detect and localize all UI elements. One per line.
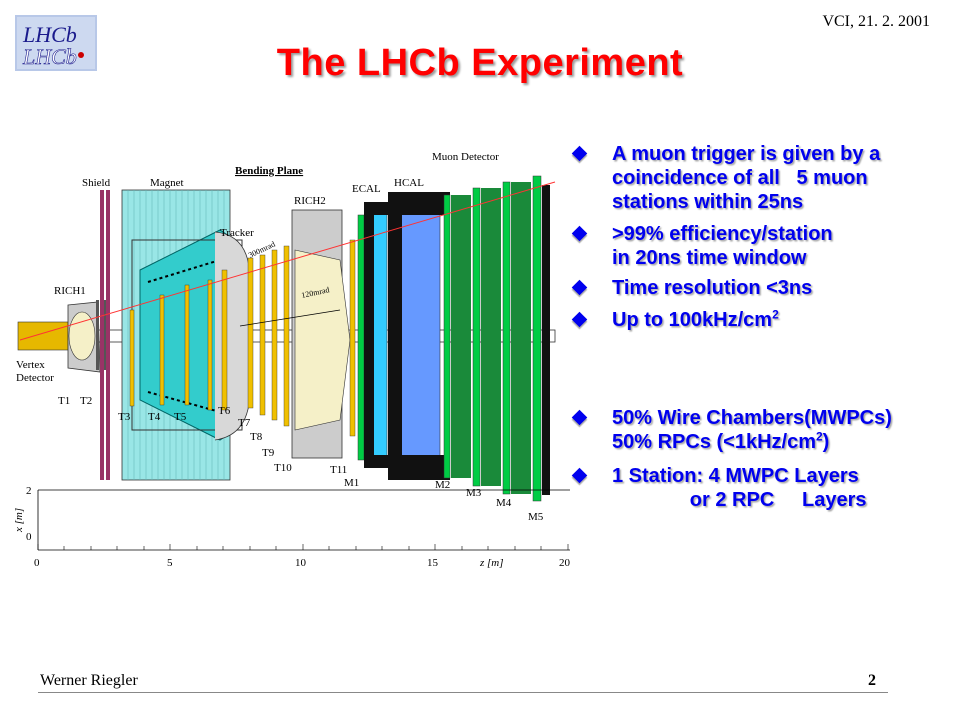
label-tracker: Tracker	[220, 227, 254, 239]
station-t2	[104, 300, 107, 370]
bullet-superscript: 2	[772, 307, 779, 322]
diamond-bullet-icon	[571, 409, 588, 426]
station-t5	[184, 284, 190, 406]
bullet-item: Up to 100kHz/cm2	[571, 308, 960, 332]
bullet-list: A muon trigger is given by a coincidence…	[571, 142, 960, 512]
label-m5: M5	[528, 511, 544, 523]
station-t1	[96, 300, 99, 370]
bullet-text: 50% Wire Chambers(MWPCs)	[612, 407, 892, 429]
detector-diagram: Shield Magnet Bending Plane Muon Detecto…	[13, 151, 571, 569]
station-m4	[502, 181, 511, 495]
y-tick-2: 2	[26, 485, 32, 497]
diamond-bullet-icon	[571, 467, 588, 484]
bullet-text: A muon trigger is given by a coincidence…	[612, 143, 881, 213]
bullet-text: Time resolution <3ns	[612, 277, 813, 299]
bullet-text-main: 50% RPCs (<1kHz/cm	[612, 431, 816, 453]
y-axis-label: x [m]	[13, 508, 25, 533]
label-t1: T1	[58, 395, 70, 407]
station-t3	[129, 309, 135, 407]
station-m5	[532, 175, 542, 502]
label-m4: M4	[496, 497, 512, 509]
bullet-item: Time resolution <3ns	[571, 276, 960, 300]
footer-divider	[38, 692, 888, 693]
label-m1: M1	[344, 477, 359, 489]
logo-text-mirror: LHCb	[22, 44, 77, 69]
station-m3	[472, 187, 481, 487]
x-tick-20: 20	[559, 557, 571, 569]
station-t10	[283, 245, 290, 427]
axis-frame	[37, 489, 570, 551]
station-t7	[247, 257, 254, 409]
diamond-bullet-icon	[571, 311, 588, 328]
bullet-superscript: 2	[815, 429, 823, 444]
date-label: VCI, 21. 2. 2001	[822, 13, 930, 30]
diamond-bullet-icon	[571, 145, 588, 162]
x-tick-15: 15	[427, 557, 439, 569]
label-t6: T6	[218, 405, 231, 417]
bullet-item: 50% Wire Chambers(MWPCs) 50% RPCs (<1kHz…	[571, 406, 960, 454]
label-t5: T5	[174, 411, 187, 423]
bullet-text: 1 Station: 4 MWPC Layers or 2 RPC Layers	[612, 465, 867, 511]
label-bending-plane: Bending Plane	[235, 165, 303, 177]
bullet-item: >99% efficiency/station in 20ns time win…	[571, 222, 960, 270]
x-axis-label: z [m]	[479, 557, 504, 569]
label-muon-detector: Muon Detector	[432, 151, 499, 163]
vertex-detector	[17, 321, 69, 351]
label-m2: M2	[435, 479, 450, 491]
label-t11: T11	[330, 464, 347, 476]
label-rich2: RICH2	[294, 195, 326, 207]
label-ecal: ECAL	[352, 183, 381, 195]
bullet-text-main: Up to 100kHz/cm	[612, 309, 773, 331]
label-vertex: Vertex	[16, 359, 45, 371]
label-m3: M3	[466, 487, 482, 499]
label-t8: T8	[250, 431, 263, 443]
x-tick-5: 5	[167, 557, 173, 569]
x-tick-10: 10	[295, 557, 307, 569]
bullet-text-line2: 50% RPCs (<1kHz/cm2)	[612, 430, 960, 454]
bullet-text: >99% efficiency/station in 20ns time win…	[612, 223, 833, 269]
station-t11	[349, 239, 356, 437]
label-detector: Detector	[16, 372, 54, 384]
page-title: The LHCb Experiment	[276, 42, 684, 84]
label-rich1: RICH1	[54, 285, 86, 297]
shield	[100, 190, 104, 480]
bullet-text-tail: )	[822, 431, 830, 453]
author-label: Werner Riegler	[40, 672, 138, 689]
label-hcal: HCAL	[394, 177, 424, 189]
station-m2	[443, 194, 451, 479]
label-magnet: Magnet	[150, 177, 184, 189]
y-tick-0: 0	[26, 531, 32, 543]
x-tick-0: 0	[34, 557, 40, 569]
page-number: 2	[868, 672, 876, 689]
label-t10: T10	[274, 462, 292, 474]
station-t9	[271, 249, 278, 421]
lhcb-logo: LHCb LHCb	[15, 15, 97, 71]
bullet-item: A muon trigger is given by a coincidence…	[571, 142, 960, 214]
label-t3: T3	[118, 411, 131, 423]
diamond-bullet-icon	[571, 225, 588, 242]
station-m1	[357, 214, 365, 461]
station-t8	[259, 254, 266, 416]
label-t7: T7	[238, 417, 251, 429]
station-t4	[159, 294, 165, 406]
label-t9: T9	[262, 447, 275, 459]
label-t4: T4	[148, 411, 161, 423]
label-shield: Shield	[82, 177, 111, 189]
label-t2: T2	[80, 395, 92, 407]
bullet-text: Up to 100kHz/cm2	[612, 308, 960, 332]
station-t6	[221, 269, 228, 411]
diamond-bullet-icon	[571, 279, 588, 296]
muon-track	[19, 181, 556, 341]
logo-text-top: LHCb	[22, 22, 77, 47]
bullet-item: 1 Station: 4 MWPC Layers or 2 RPC Layers	[571, 464, 960, 512]
